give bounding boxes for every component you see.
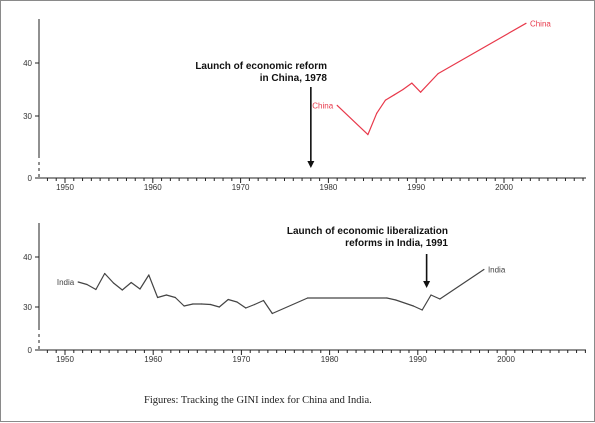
series-end-label: China	[530, 19, 551, 28]
x-tick-label: 1980	[321, 355, 339, 364]
x-tick-label: 1990	[407, 183, 425, 192]
data-point	[262, 299, 265, 302]
y-tick-label: 0	[28, 346, 33, 355]
data-point	[77, 281, 79, 283]
series-line-india	[78, 269, 485, 315]
data-point	[376, 112, 378, 114]
data-point	[112, 282, 115, 284]
annotation-arrow-head	[307, 161, 315, 168]
data-point	[393, 94, 395, 96]
x-tick-label: 1970	[232, 183, 250, 192]
data-point	[336, 104, 338, 106]
annotation-text: Launch of economic liberalization	[287, 226, 448, 237]
data-point	[367, 134, 369, 136]
data-point	[139, 288, 141, 290]
x-tick-label: 1960	[144, 355, 162, 364]
data-point	[386, 297, 388, 299]
x-tick-label: 1990	[409, 355, 427, 364]
figure-caption: Figures: Tracking the GINI index for Chi…	[144, 395, 372, 406]
data-point	[420, 91, 422, 93]
series-end-label: India	[488, 266, 506, 275]
data-point	[384, 99, 387, 101]
data-point	[525, 22, 527, 24]
series-start-label: India	[57, 278, 75, 287]
data-point	[121, 289, 123, 291]
x-tick-label: 2000	[497, 355, 515, 364]
data-point	[148, 274, 150, 276]
data-point	[86, 283, 88, 286]
china-gini-chart: 0 30 40 1950 1960 1970 1980 1990 2000 China China L…	[23, 19, 586, 192]
data-point	[174, 296, 176, 299]
x-tick-label: 1950	[56, 183, 74, 192]
data-point	[201, 303, 203, 305]
annotation-text: Launch of economic reform	[195, 61, 327, 72]
data-point	[307, 297, 309, 299]
data-point	[254, 303, 256, 306]
india-gini-chart: 0 30 40 1950 1960 1970 1980 1990 2000 India India L…	[23, 223, 586, 364]
data-point	[218, 306, 220, 308]
data-point	[271, 312, 273, 315]
data-point	[412, 305, 414, 307]
data-point	[421, 309, 423, 311]
data-point	[236, 301, 238, 303]
data-point	[165, 294, 167, 296]
y-tick-label: 40	[23, 59, 32, 68]
x-tick-label: 1960	[144, 183, 162, 192]
annotation-text: in China, 1978	[260, 73, 328, 84]
series-start-label: China	[312, 101, 333, 110]
annotation-arrow-head	[423, 281, 431, 288]
y-tick-label: 30	[23, 303, 32, 312]
data-point	[437, 73, 439, 75]
y-tick-label: 30	[23, 112, 32, 121]
data-point	[192, 303, 194, 305]
data-point	[402, 88, 404, 91]
data-point	[430, 294, 432, 296]
data-point	[439, 298, 441, 300]
x-tick-label: 2000	[495, 183, 513, 192]
data-point	[183, 305, 185, 307]
data-point	[227, 298, 229, 301]
data-point	[483, 268, 485, 271]
y-tick-label: 40	[23, 253, 32, 262]
x-tick-label: 1950	[56, 355, 74, 364]
x-tick-label: 1970	[233, 355, 251, 364]
data-point	[245, 307, 247, 309]
y-tick-label: 0	[28, 174, 33, 183]
x-tick-label: 1980	[320, 183, 338, 192]
series-line-china	[336, 22, 527, 136]
data-point	[95, 288, 97, 291]
data-point	[130, 281, 132, 284]
data-point	[104, 272, 106, 275]
annotation-text: reforms in India, 1991	[345, 238, 448, 249]
data-point	[157, 296, 159, 299]
data-point	[395, 299, 397, 301]
data-point	[209, 303, 212, 306]
data-point	[411, 82, 413, 84]
